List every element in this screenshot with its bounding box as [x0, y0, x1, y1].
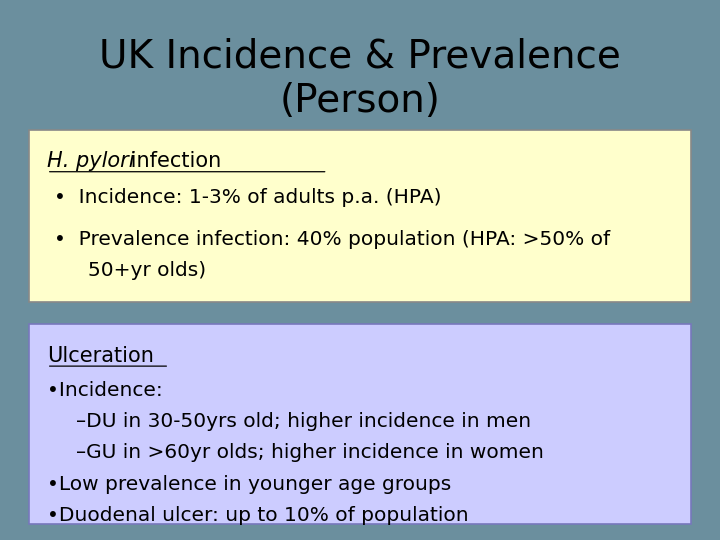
- Text: •Low prevalence in younger age groups: •Low prevalence in younger age groups: [47, 475, 451, 494]
- FancyBboxPatch shape: [29, 130, 691, 302]
- Text: UK Incidence & Prevalence
(Person): UK Incidence & Prevalence (Person): [99, 38, 621, 120]
- FancyBboxPatch shape: [29, 324, 691, 524]
- Text: •Incidence:: •Incidence:: [47, 381, 163, 400]
- Text: H. pylori: H. pylori: [47, 151, 135, 171]
- Text: Ulceration: Ulceration: [47, 346, 153, 366]
- Text: infection: infection: [124, 151, 221, 171]
- Text: •  Incidence: 1-3% of adults p.a. (HPA): • Incidence: 1-3% of adults p.a. (HPA): [54, 188, 441, 207]
- Text: •Duodenal ulcer: up to 10% of population: •Duodenal ulcer: up to 10% of population: [47, 506, 469, 525]
- Text: –DU in 30-50yrs old; higher incidence in men: –DU in 30-50yrs old; higher incidence in…: [76, 412, 531, 431]
- Text: 50+yr olds): 50+yr olds): [88, 261, 206, 280]
- Text: –GU in >60yr olds; higher incidence in women: –GU in >60yr olds; higher incidence in w…: [76, 443, 544, 462]
- Text: •  Prevalence infection: 40% population (HPA: >50% of: • Prevalence infection: 40% population (…: [54, 230, 610, 249]
